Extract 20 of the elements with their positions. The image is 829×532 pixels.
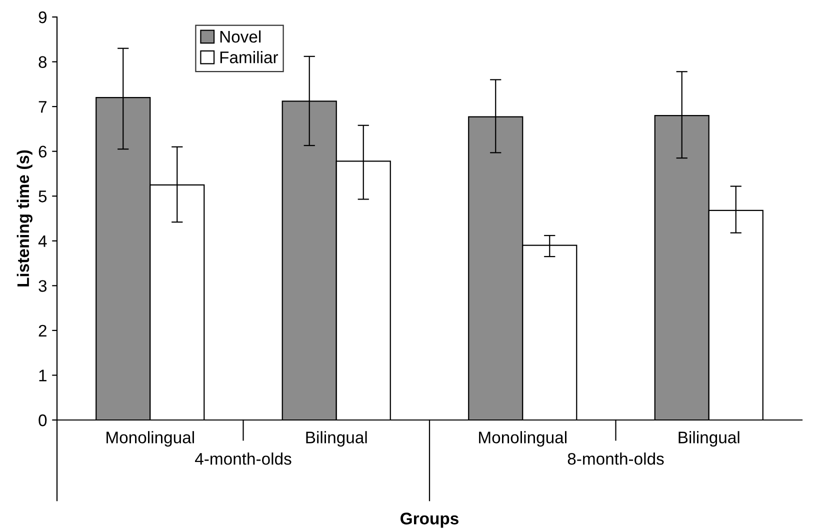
y-tick-label: 5 (38, 190, 47, 202)
y-tick-label: 0 (38, 414, 47, 426)
x-tick-label: Bilingual (678, 431, 740, 447)
x-tick-label: Bilingual (306, 431, 367, 447)
legend-label: Novel (220, 30, 261, 43)
text: 8-month-olds (568, 452, 664, 465)
y-tick-label: 2 (38, 324, 46, 336)
y-tick-label: 1 (39, 370, 46, 382)
y-tick-label: 7 (38, 101, 46, 113)
x-axis-title: Groups (400, 512, 458, 528)
y-tick-label: 6 (38, 146, 47, 158)
y-tick-label: 4 (38, 235, 47, 247)
text: 4-month-olds (195, 452, 292, 465)
y-tick-label: 3 (38, 280, 47, 292)
y-axis-title: Listening time (s) (16, 150, 32, 286)
y-tick-label: 8 (38, 56, 47, 68)
legend-label: Familiar (220, 51, 278, 64)
x-tick-label: Monolingual (106, 431, 194, 447)
y-tick-label: 9 (38, 11, 46, 24)
x-tick-label: Monolingual (479, 431, 566, 447)
